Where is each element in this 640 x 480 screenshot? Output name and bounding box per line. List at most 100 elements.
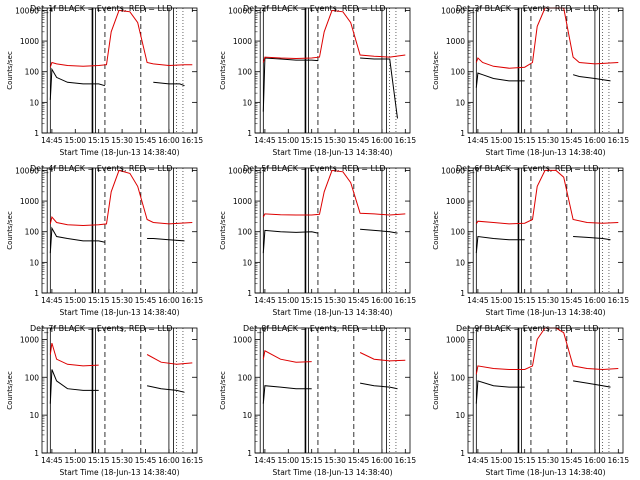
y-axis-label: Counts/sec — [432, 51, 440, 90]
plot-frame — [467, 167, 624, 294]
y-tick-label: 1 — [460, 449, 465, 458]
chart-title: Det_3f BLACK = Events, RED = LLD — [456, 4, 599, 13]
y-tick-label: 1000 — [446, 335, 465, 344]
y-tick-label: 100 — [238, 228, 253, 237]
y-tick-label: 1 — [247, 129, 252, 138]
y-tick-label: 1 — [34, 289, 39, 298]
y-tick-label: 1000 — [233, 335, 252, 344]
x-tick-label: 16:15 — [182, 456, 204, 465]
y-tick-label: 100 — [25, 68, 40, 77]
x-tick-label: 16:15 — [608, 296, 630, 305]
y-tick-label: 10 — [455, 98, 465, 107]
chart-title: Det_7f BLACK = Events, RED = LLD — [30, 324, 173, 333]
x-tick-label: 14:45 — [41, 456, 63, 465]
chart-panel: Det_9f BLACK = Events, RED = LLD Counts/s… — [432, 324, 629, 477]
x-tick-label: 15:30 — [111, 136, 133, 145]
y-tick-label: 100 — [25, 373, 40, 382]
y-tick-label: 1000 — [446, 37, 465, 46]
x-tick-label: 14:45 — [41, 296, 63, 305]
x-tick-label: 15:15 — [88, 136, 110, 145]
chart-title: Det_4f BLACK = Events, RED = LLD — [30, 164, 173, 173]
x-tick-label: 15:45 — [135, 456, 157, 465]
chart-panel: Det_7f BLACK = Events, RED = LLD Counts/s… — [6, 324, 203, 477]
y-axis-label: Counts/sec — [219, 371, 227, 410]
lld-series-line — [49, 342, 193, 367]
x-tick-label: 15:00 — [490, 456, 512, 465]
x-tick-label: 14:45 — [467, 456, 489, 465]
x-tick-label: 15:15 — [514, 296, 536, 305]
x-tick-label: 16:15 — [395, 456, 417, 465]
events-series-line — [262, 228, 398, 254]
x-tick-label: 15:45 — [135, 296, 157, 305]
y-tick-label: 10000 — [228, 166, 252, 175]
y-axis-label: Counts/sec — [219, 51, 227, 90]
chart-panel: Det_2f BLACK = Events, RED = LLD Counts/s… — [219, 4, 416, 157]
x-tick-label: 15:15 — [88, 456, 110, 465]
lld-series-line — [49, 9, 193, 68]
x-tick-label: 15:00 — [277, 136, 299, 145]
x-tick-label: 16:15 — [395, 296, 417, 305]
y-tick-label: 1 — [247, 449, 252, 458]
y-tick-label: 10 — [455, 258, 465, 267]
x-tick-label: 16:00 — [371, 456, 393, 465]
x-tick-label: 15:45 — [135, 136, 157, 145]
y-tick-label: 10000 — [228, 6, 252, 15]
x-tick-label: 15:45 — [348, 136, 370, 145]
plot-frame — [41, 7, 198, 134]
x-tick-label: 15:00 — [64, 296, 86, 305]
x-tick-label: 15:15 — [301, 456, 323, 465]
y-axis-label: Counts/sec — [432, 211, 440, 250]
x-tick-label: 15:45 — [561, 296, 583, 305]
y-tick-label: 10 — [242, 411, 252, 420]
x-axis-label: Start Time (18-Jun-13 14:38:40) — [486, 468, 606, 477]
x-tick-label: 16:00 — [371, 136, 393, 145]
y-tick-label: 1000 — [20, 197, 39, 206]
events-series-line — [475, 380, 611, 404]
y-tick-label: 10 — [455, 411, 465, 420]
plot-frame — [254, 327, 411, 454]
y-tick-label: 1000 — [233, 37, 252, 46]
x-tick-label: 15:15 — [514, 136, 536, 145]
y-axis-label: Counts/sec — [6, 51, 14, 90]
y-tick-label: 100 — [451, 373, 466, 382]
x-tick-label: 15:45 — [348, 456, 370, 465]
y-tick-label: 10000 — [15, 6, 39, 15]
chart-title: Det_5f BLACK = Events, RED = LLD — [243, 164, 386, 173]
x-tick-label: 15:30 — [537, 456, 559, 465]
lld-series-line — [49, 169, 193, 227]
x-tick-label: 15:30 — [111, 456, 133, 465]
x-tick-label: 14:45 — [254, 136, 276, 145]
lld-series-line — [475, 169, 619, 225]
plot-frame — [254, 7, 411, 134]
x-tick-label: 15:00 — [490, 136, 512, 145]
events-series-line — [49, 226, 185, 254]
chart-panel: Det_8f BLACK = Events, RED = LLD Counts/s… — [219, 324, 416, 477]
chart-panel: Det_1f BLACK = Events, RED = LLD Counts/s… — [6, 4, 203, 157]
x-tick-label: 14:45 — [254, 296, 276, 305]
x-axis-label: Start Time (18-Jun-13 14:38:40) — [486, 148, 606, 157]
x-tick-label: 14:45 — [254, 456, 276, 465]
x-axis-label: Start Time (18-Jun-13 14:38:40) — [486, 308, 606, 317]
lld-series-line — [475, 327, 619, 375]
x-tick-label: 16:00 — [584, 136, 606, 145]
chart-title: Det_2f BLACK = Events, RED = LLD — [243, 4, 386, 13]
x-tick-label: 16:15 — [608, 456, 630, 465]
y-tick-label: 1 — [460, 289, 465, 298]
y-tick-label: 10000 — [441, 166, 465, 175]
y-tick-label: 100 — [25, 228, 40, 237]
plot-frame — [41, 327, 198, 454]
x-tick-label: 14:45 — [467, 136, 489, 145]
x-tick-label: 15:45 — [348, 296, 370, 305]
x-tick-label: 15:30 — [537, 136, 559, 145]
x-tick-label: 16:00 — [158, 296, 180, 305]
x-tick-label: 15:30 — [324, 456, 346, 465]
x-axis-label: Start Time (18-Jun-13 14:38:40) — [60, 148, 180, 157]
events-series-line — [262, 382, 398, 404]
chart-title: Det_9f BLACK = Events, RED = LLD — [456, 324, 599, 333]
x-tick-label: 15:00 — [277, 456, 299, 465]
chart-panel: Det_3f BLACK = Events, RED = LLD Counts/s… — [432, 4, 629, 157]
y-tick-label: 10000 — [15, 166, 39, 175]
x-tick-label: 14:45 — [467, 296, 489, 305]
x-tick-label: 15:45 — [561, 136, 583, 145]
